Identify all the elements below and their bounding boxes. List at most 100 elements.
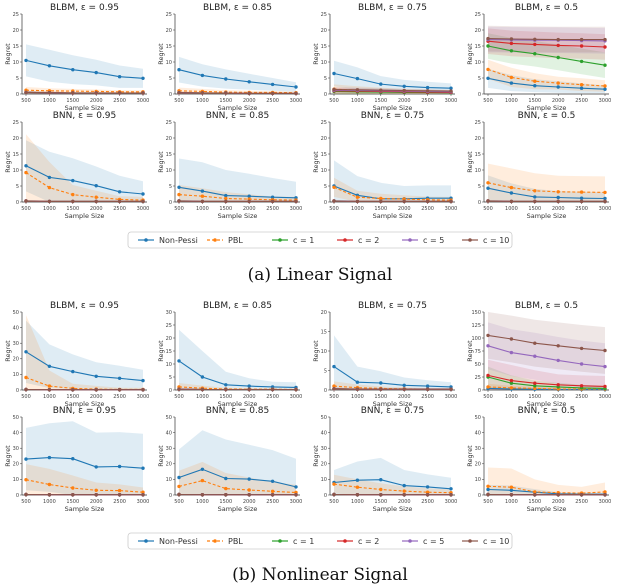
data-point	[402, 84, 406, 89]
data-point	[270, 82, 275, 87]
x-tick-label: 3000	[599, 206, 612, 212]
data-point	[177, 359, 181, 363]
series-line	[487, 45, 606, 66]
data-point	[486, 487, 490, 492]
data-point	[486, 385, 490, 389]
data-point	[332, 87, 336, 92]
x-tick-label: 2500	[575, 499, 588, 505]
data-point	[94, 465, 98, 469]
y-tick-label: 40	[13, 325, 19, 331]
x-tick-label: 500	[21, 206, 31, 212]
legend-label: Non-Pessi	[159, 236, 198, 245]
confidence-band	[179, 383, 296, 390]
x-tick-label: 1500	[66, 394, 79, 400]
panel-title: BLBM, ε = 0.85	[203, 301, 272, 311]
y-tick-label: 15	[475, 152, 481, 158]
panel-title: BNN, ε = 0.85	[206, 406, 270, 416]
data-point	[332, 364, 336, 369]
y-tick-label: 15	[321, 329, 327, 335]
x-tick-label: 2000	[398, 499, 411, 505]
data-point	[425, 387, 430, 391]
data-point	[355, 88, 360, 92]
panel-title: BNN, ε = 0.75	[361, 111, 425, 121]
data-point	[71, 199, 75, 204]
data-point	[332, 199, 336, 203]
x-tick-label: 3000	[290, 98, 303, 104]
x-tick-label: 3000	[290, 206, 303, 212]
y-tick-label: 15	[321, 152, 327, 158]
legend-items: Non-Pessi PBL c = 1 c = 2 c = 5 c = 10	[138, 537, 509, 546]
y-tick-label: 15	[13, 44, 19, 50]
panel-title: BNN, ε = 0.85	[206, 111, 270, 121]
data-point	[141, 76, 145, 81]
chart-panel: BLBM, ε = 0.75 0 5 10 15 20 500 1000 1500 2000 250…	[312, 301, 457, 408]
series-line	[333, 88, 452, 92]
y-tick-label: 25	[321, 12, 327, 18]
panel-title: BNN, ε = 0.95	[53, 111, 117, 121]
data-point	[579, 190, 584, 194]
y-axis-label: Regret	[312, 340, 320, 362]
y-tick-label: 50	[166, 415, 172, 421]
data-point	[200, 467, 205, 471]
y-tick-label: 10	[321, 60, 327, 66]
panel-title: BLBM, ε = 0.85	[203, 3, 272, 13]
x-tick-label: 1500	[528, 499, 541, 505]
data-point	[509, 199, 514, 204]
series-line	[178, 92, 296, 94]
legend-marker	[278, 238, 282, 242]
data-point	[47, 482, 52, 487]
series-line	[178, 69, 297, 88]
data-point	[603, 87, 607, 91]
y-tick-label: 20	[166, 462, 172, 468]
x-tick-label: 1500	[374, 394, 387, 400]
caption-nonlinear: (b) Nonlinear Signal	[232, 565, 408, 585]
x-tick-label: 2500	[113, 394, 126, 400]
series-line	[333, 90, 452, 93]
data-point	[177, 387, 181, 391]
series-line	[487, 345, 606, 368]
data-point	[294, 91, 298, 96]
confidence-band	[26, 320, 143, 390]
confidence-band	[26, 44, 143, 88]
legend-label: c = 5	[423, 236, 444, 245]
data-point	[94, 488, 98, 492]
chart-panel: BLBM, ε = 0.5 0 25 50 75 100 125 150 500 1000 1500…	[466, 301, 611, 408]
data-point	[579, 362, 584, 366]
data-point	[509, 81, 514, 85]
data-point	[224, 77, 228, 81]
y-tick-label: 0	[169, 493, 172, 499]
data-point	[402, 88, 406, 93]
data-point	[141, 490, 145, 494]
y-tick-label: 20	[166, 28, 172, 34]
y-tick-label: 20	[13, 462, 19, 468]
confidence-band	[488, 359, 605, 390]
x-tick-label: 1000	[196, 98, 209, 104]
data-point	[509, 185, 514, 190]
data-point	[332, 387, 336, 391]
x-tick-label: 2000	[90, 394, 103, 400]
x-axis-label: Sample Size	[527, 212, 567, 220]
data-point	[556, 85, 560, 89]
series-line	[333, 366, 452, 388]
y-tick-label: 0	[324, 200, 327, 206]
data-point	[71, 192, 75, 197]
series-line	[25, 91, 143, 94]
x-tick-label: 1000	[351, 394, 364, 400]
data-point	[141, 199, 145, 204]
y-tick-label: 20	[321, 28, 327, 34]
x-tick-label: 3000	[290, 394, 303, 400]
data-point	[379, 487, 383, 492]
y-tick-label: 5	[16, 76, 19, 82]
x-tick-label: 1500	[528, 394, 541, 400]
data-point	[200, 375, 205, 379]
y-tick-label: 0	[16, 388, 19, 394]
x-tick-label: 1000	[43, 394, 56, 400]
panel-title: BLBM, ε = 0.75	[358, 301, 427, 311]
x-tick-label: 2500	[575, 394, 588, 400]
y-axis-label: Regret	[157, 340, 165, 362]
confidence-band	[26, 464, 143, 495]
legend-linear: Non-Pessi PBL c = 1 c = 2 c = 5 c = 10	[127, 231, 513, 249]
data-point	[24, 170, 28, 175]
data-point	[603, 45, 607, 49]
series-line	[487, 374, 606, 387]
